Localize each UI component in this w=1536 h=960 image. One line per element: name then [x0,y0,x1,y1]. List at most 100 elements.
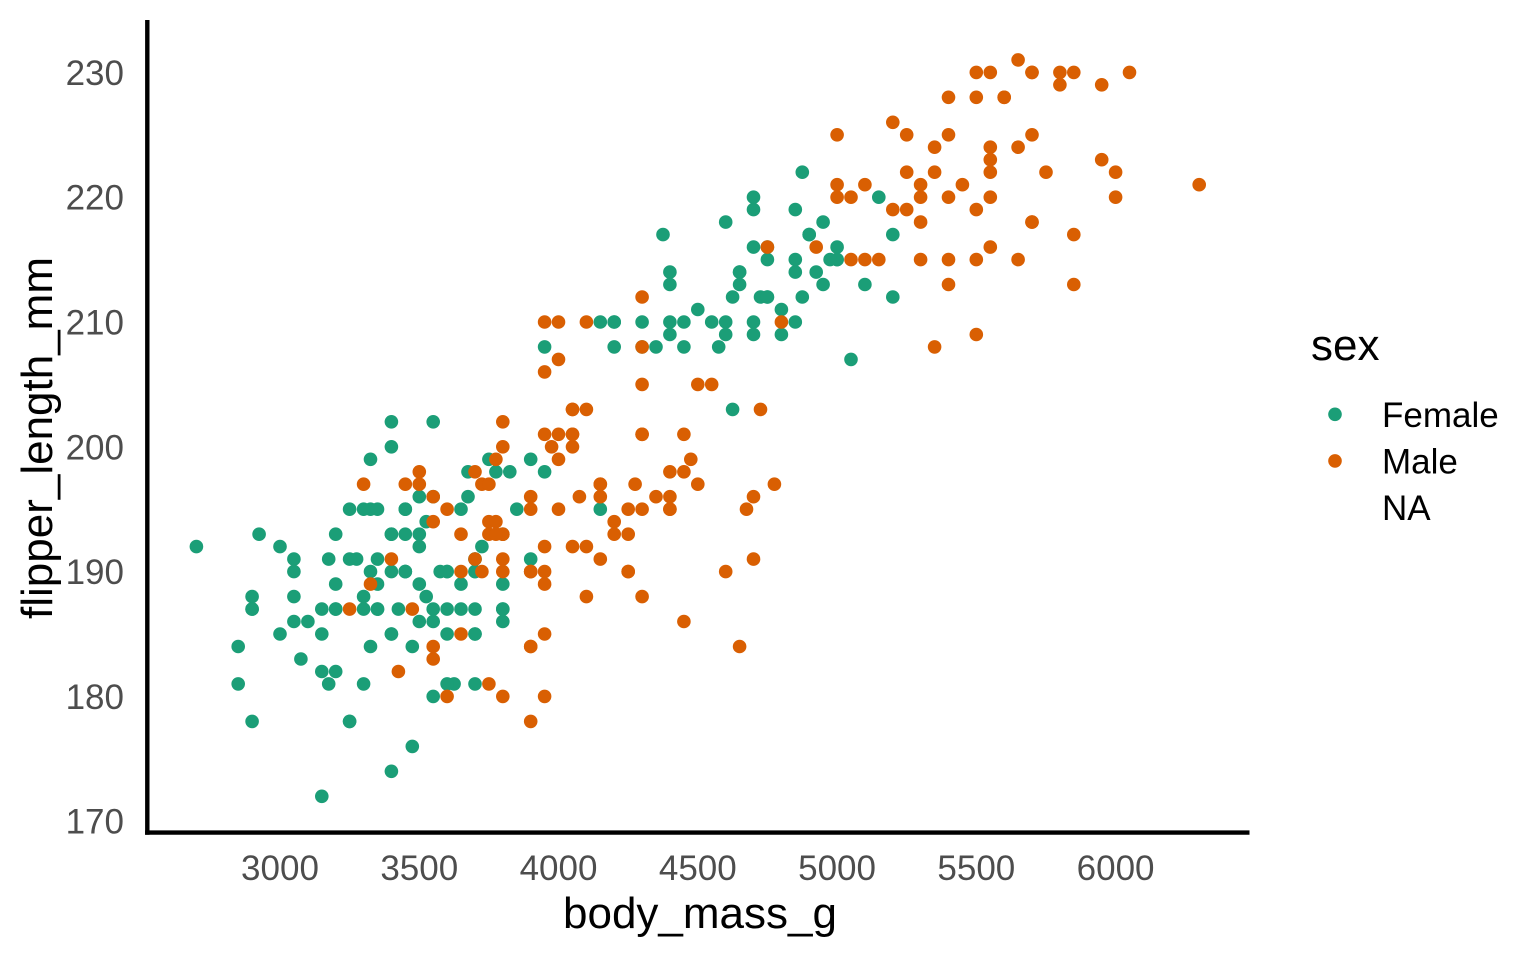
data-point [1053,78,1067,92]
y-tick-label: 220 [66,179,124,218]
data-point [426,415,441,429]
data-point [969,327,984,342]
data-point [858,252,872,267]
data-point [426,489,441,504]
data-point [496,552,510,566]
data-point [732,277,747,292]
data-point [537,564,552,579]
data-point [287,552,301,566]
data-point [830,190,844,204]
data-point [537,539,552,554]
data-point [1039,165,1053,179]
data-point [245,714,259,729]
data-point [607,340,621,354]
data-point [677,427,691,442]
data-point [454,564,468,579]
data-point [328,602,343,616]
data-point [983,65,998,80]
data-point [746,552,761,566]
data-point [725,290,740,304]
data-point [523,564,538,579]
y-tick-label: 180 [66,678,124,717]
data-point [572,489,587,504]
data-point [537,365,552,379]
data-point [607,514,621,529]
data-point [739,502,754,516]
data-point [328,577,343,591]
data-point [468,552,482,566]
data-point [315,602,329,616]
data-point [1067,277,1081,292]
data-point [1192,177,1206,192]
data-point [440,627,454,641]
data-point [1094,152,1109,167]
data-point [315,664,329,679]
data-point [718,215,733,229]
data-point [593,552,608,566]
data-point [412,489,427,504]
data-point [635,340,649,354]
data-point [760,252,775,267]
data-point [593,502,608,516]
data-point [454,502,468,516]
data-point [537,427,552,442]
data-point [663,502,677,516]
data-point [287,589,301,604]
legend-entry-label: Male [1382,442,1458,481]
data-point [886,290,900,304]
data-point [1122,65,1137,80]
data-point [886,202,900,217]
legend: sex Female Male NA [1311,321,1499,528]
data-point [1067,65,1081,80]
data-point [384,440,399,454]
data-point [593,477,608,492]
data-point [677,315,691,329]
data-point [913,215,928,229]
data-point [1011,140,1025,154]
data-point [412,465,427,479]
data-point [328,664,343,679]
data-point [684,452,698,467]
data-point [969,202,984,217]
data-point [342,502,357,516]
data-point [412,527,427,541]
data-point [704,377,719,392]
data-point [872,190,886,204]
data-point [503,465,517,479]
data-point [795,290,810,304]
data-point [983,190,998,204]
data-point [774,327,789,342]
data-point [913,252,928,267]
data-point [593,315,608,329]
data-point [475,539,489,554]
data-point [635,290,649,304]
data-point [746,240,761,254]
data-point [816,215,830,229]
data-point [551,352,566,367]
data-point [294,652,308,666]
data-point [384,527,399,541]
data-point [523,639,538,654]
data-point [1011,53,1025,67]
data-point [1011,252,1025,267]
data-point [231,677,245,691]
axes [145,20,1250,835]
x-tick-label: 4000 [520,849,598,888]
data-point [579,589,594,604]
data-point [886,115,900,130]
legend-key-dot [1328,407,1342,422]
data-point [468,677,482,691]
data-point [468,627,482,641]
data-point [858,177,872,192]
data-point [649,340,663,354]
y-tick-label: 170 [66,803,124,842]
y-axis-title: flipper_length_mm [13,257,62,619]
data-point [663,465,677,479]
data-point [691,302,705,317]
data-point [593,489,608,504]
data-point [321,677,336,691]
legend-entry-label: Female [1382,396,1499,435]
data-point [363,452,378,467]
data-point [955,177,970,192]
data-point [649,489,663,504]
